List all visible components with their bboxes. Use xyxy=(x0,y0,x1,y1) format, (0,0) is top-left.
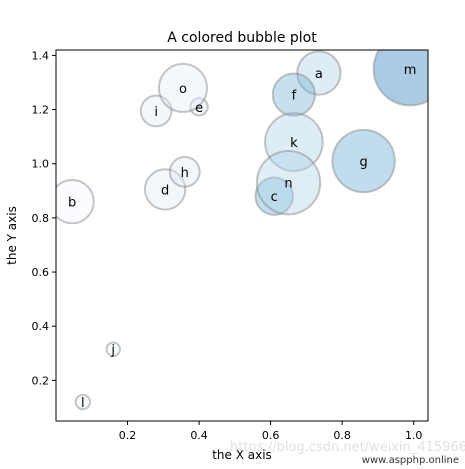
plot-frame xyxy=(55,49,429,422)
bubble-m xyxy=(372,50,428,107)
bubble-o xyxy=(157,62,208,113)
bubble-j xyxy=(105,341,121,357)
x-axis-label: the X axis xyxy=(212,448,272,462)
y-tick-label: 1.2 xyxy=(32,104,50,117)
x-tick-label: 0.4 xyxy=(190,429,208,442)
x-tick-label: 0.6 xyxy=(262,429,280,442)
bubble-label-g: g xyxy=(359,155,367,170)
bubble-label-b: b xyxy=(68,196,76,211)
bubble-i xyxy=(139,94,173,128)
y-tick-label: 0.8 xyxy=(32,212,50,225)
bubble-label-l: l xyxy=(81,396,85,411)
bubble-l xyxy=(74,393,92,411)
x-axis-ticks: 0.2 0.4 0.6 0.8 1.0 xyxy=(119,421,423,442)
bubble-label-i: i xyxy=(154,105,158,120)
bubble-label-o: o xyxy=(179,82,187,97)
bubble-label-e: e xyxy=(195,101,203,116)
bubble-label-h: h xyxy=(181,166,189,181)
bubble-layer: a b c d e f g h i j k l m n o xyxy=(56,50,428,411)
bubble-label-a: a xyxy=(315,67,323,82)
bubble-label-m: m xyxy=(404,63,417,78)
bubble-b xyxy=(56,179,95,225)
bubble-g xyxy=(331,128,396,194)
bubble-a xyxy=(296,50,342,96)
bubble-label-j: j xyxy=(110,343,115,358)
bubble-label-d: d xyxy=(161,183,169,198)
y-axis-label: the Y axis xyxy=(5,206,19,265)
bubble-h xyxy=(168,155,201,188)
bubble-k xyxy=(264,112,324,172)
y-tick-label: 0.4 xyxy=(32,320,50,333)
bubble-label-k: k xyxy=(290,136,298,151)
bubble-d xyxy=(143,168,187,211)
bubble-e xyxy=(189,97,209,117)
bubble-n xyxy=(255,150,322,216)
chart-title: A colored bubble plot xyxy=(167,30,317,46)
bubble-c xyxy=(254,176,294,216)
y-tick-label: 1.4 xyxy=(32,49,50,62)
bubble-label-f: f xyxy=(292,89,297,104)
y-tick-label: 1.0 xyxy=(32,158,50,171)
x-tick-label: 0.8 xyxy=(333,429,351,442)
bubble-f xyxy=(271,72,316,117)
y-axis-ticks: 0.2 0.4 0.6 0.8 1.0 1.2 1.4 xyxy=(32,49,56,387)
y-tick-label: 0.2 xyxy=(32,374,50,387)
y-tick-label: 0.6 xyxy=(32,266,50,279)
bubble-label-n: n xyxy=(284,177,292,192)
bubble-label-c: c xyxy=(271,190,278,205)
x-tick-label: 0.2 xyxy=(119,429,137,442)
x-tick-label: 1.0 xyxy=(405,429,423,442)
